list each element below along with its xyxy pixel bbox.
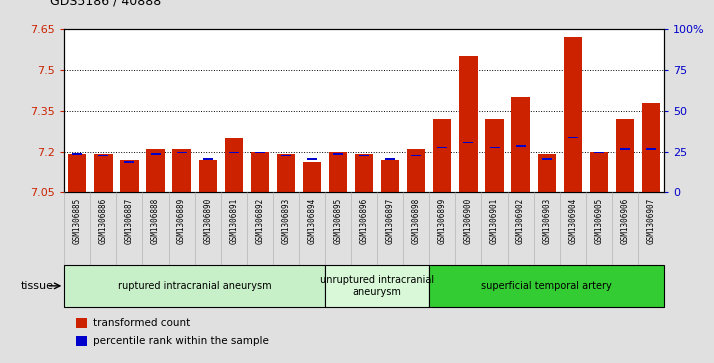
- Bar: [438, 147, 448, 148]
- Text: GSM1306899: GSM1306899: [438, 198, 447, 244]
- Text: tissue: tissue: [21, 281, 54, 291]
- Bar: [642, 102, 660, 192]
- Bar: [228, 151, 238, 153]
- Bar: [76, 318, 87, 328]
- Text: GSM1306891: GSM1306891: [229, 198, 238, 244]
- Bar: [433, 119, 451, 192]
- Text: GSM1306902: GSM1306902: [516, 198, 525, 244]
- Bar: [255, 151, 265, 153]
- Bar: [594, 151, 604, 153]
- Text: GSM1306901: GSM1306901: [490, 198, 499, 244]
- Bar: [563, 37, 582, 192]
- Text: GSM1306894: GSM1306894: [308, 198, 316, 244]
- Bar: [590, 151, 608, 192]
- Bar: [359, 155, 369, 156]
- Bar: [176, 151, 186, 153]
- Bar: [303, 162, 321, 192]
- Text: GSM1306892: GSM1306892: [256, 198, 264, 244]
- Bar: [277, 154, 295, 192]
- Bar: [68, 154, 86, 192]
- Text: GSM1306887: GSM1306887: [125, 198, 134, 244]
- Text: GSM1306906: GSM1306906: [620, 198, 630, 244]
- Bar: [325, 265, 429, 307]
- Text: GSM1306905: GSM1306905: [594, 198, 603, 244]
- Text: superficial temporal artery: superficial temporal artery: [481, 281, 612, 291]
- Bar: [281, 155, 291, 156]
- Text: GSM1306885: GSM1306885: [73, 198, 82, 244]
- Bar: [329, 151, 347, 192]
- Text: GSM1306888: GSM1306888: [151, 198, 160, 244]
- Bar: [307, 158, 317, 160]
- Bar: [411, 155, 421, 156]
- Text: GSM1306897: GSM1306897: [386, 198, 395, 244]
- Bar: [385, 158, 396, 160]
- Text: percentile rank within the sample: percentile rank within the sample: [93, 336, 269, 346]
- Text: GSM1306886: GSM1306886: [99, 198, 108, 244]
- Bar: [516, 145, 526, 147]
- Bar: [251, 151, 269, 192]
- Text: GSM1306898: GSM1306898: [412, 198, 421, 244]
- Bar: [429, 265, 664, 307]
- Bar: [568, 137, 578, 138]
- Text: GSM1306903: GSM1306903: [542, 198, 551, 244]
- Bar: [173, 149, 191, 192]
- Bar: [64, 265, 325, 307]
- Bar: [76, 336, 87, 346]
- Bar: [146, 149, 165, 192]
- Bar: [121, 160, 139, 192]
- Text: GSM1306907: GSM1306907: [646, 198, 655, 244]
- Bar: [615, 119, 634, 192]
- Bar: [198, 160, 217, 192]
- Text: GDS5186 / 40888: GDS5186 / 40888: [50, 0, 161, 7]
- Bar: [407, 149, 426, 192]
- Bar: [381, 160, 399, 192]
- Bar: [203, 158, 213, 160]
- Bar: [463, 142, 473, 143]
- Text: GSM1306889: GSM1306889: [177, 198, 186, 244]
- Bar: [99, 155, 109, 156]
- Bar: [538, 154, 555, 192]
- Bar: [94, 154, 113, 192]
- Bar: [124, 161, 134, 163]
- Text: GSM1306890: GSM1306890: [203, 198, 212, 244]
- Text: GSM1306900: GSM1306900: [464, 198, 473, 244]
- Text: unruptured intracranial
aneurysm: unruptured intracranial aneurysm: [320, 275, 434, 297]
- Bar: [620, 148, 630, 150]
- Bar: [542, 158, 552, 160]
- Bar: [151, 153, 161, 155]
- Text: GSM1306893: GSM1306893: [281, 198, 291, 244]
- Text: transformed count: transformed count: [93, 318, 191, 328]
- Text: ruptured intracranial aneurysm: ruptured intracranial aneurysm: [118, 281, 271, 291]
- Bar: [490, 147, 500, 148]
- Text: GSM1306895: GSM1306895: [333, 198, 343, 244]
- Text: GSM1306904: GSM1306904: [568, 198, 577, 244]
- Bar: [459, 56, 478, 192]
- Bar: [225, 138, 243, 192]
- Bar: [646, 148, 656, 150]
- Bar: [355, 154, 373, 192]
- Bar: [72, 153, 82, 155]
- Bar: [486, 119, 503, 192]
- Bar: [333, 153, 343, 155]
- Bar: [511, 97, 530, 192]
- Text: GSM1306896: GSM1306896: [360, 198, 368, 244]
